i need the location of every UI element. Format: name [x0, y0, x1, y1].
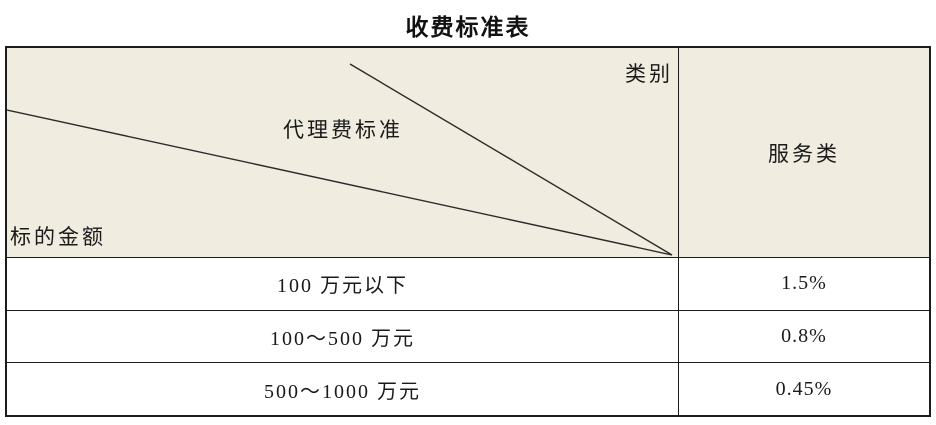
diagonal-line-upper: [349, 63, 673, 256]
rate-cell: 0.8%: [781, 325, 827, 347]
page-title: 收费标准表: [405, 15, 531, 40]
diagonal-divider-lines: [7, 63, 673, 256]
table-header-row: 类别 代理费标准 标的金额 服务类: [7, 48, 929, 258]
table-row: 100 万元以下 1.5%: [7, 258, 929, 311]
diagonal-header-cell: 类别 代理费标准 标的金额: [7, 48, 679, 257]
diagonal-line-lower: [7, 109, 673, 256]
header-cell-service-class: 服务类: [768, 141, 840, 166]
table-row: 100～500 万元 0.8%: [7, 310, 929, 364]
header-label-target-amount: 标的金额: [10, 225, 106, 249]
rate-cell: 0.45%: [775, 377, 833, 400]
header-label-category: 类别: [625, 62, 673, 86]
fee-standard-table: 类别 代理费标准 标的金额 服务类 100 万元以下 1.5% 100～500 …: [5, 46, 931, 417]
table-row: 500～1000 万元 0.45%: [7, 363, 929, 416]
amount-cell: 500～1000 万元: [7, 363, 679, 416]
rate-cell: 1.5%: [781, 272, 827, 295]
amount-cell: 100 万元以下: [7, 258, 679, 310]
amount-cell: 100～500 万元: [7, 310, 679, 363]
header-label-agency-fee-standard: 代理费标准: [283, 118, 403, 142]
